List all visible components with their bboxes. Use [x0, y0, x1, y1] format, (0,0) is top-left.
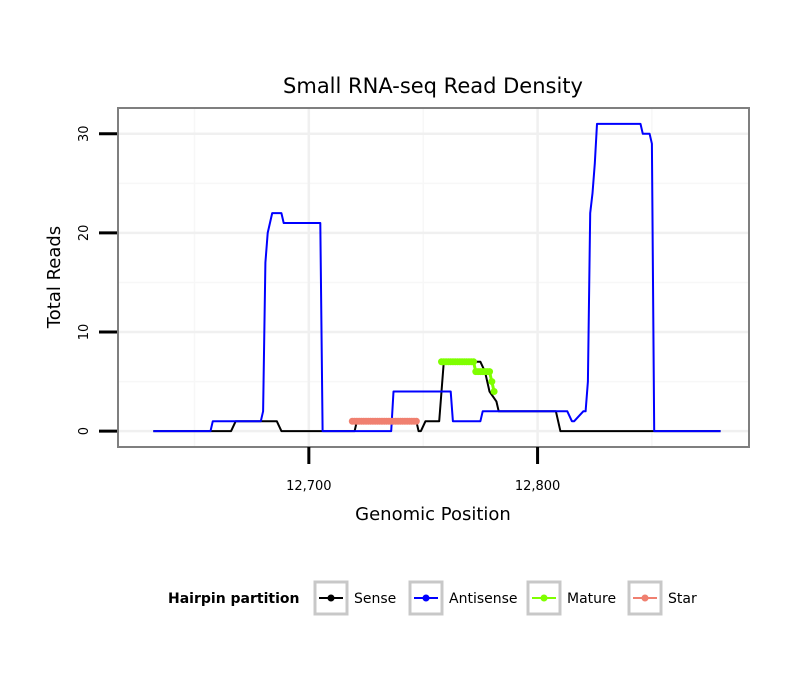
- legend-label: Star: [668, 591, 697, 607]
- mature-point: [488, 378, 496, 386]
- legend-entry-star: Star: [627, 580, 697, 616]
- legend: Hairpin partition Sense Antisense Mature St…: [168, 580, 697, 616]
- legend-label: Sense: [354, 591, 396, 607]
- series-layer: [153, 122, 721, 433]
- x-axis-title: Genomic Position: [355, 504, 511, 525]
- y-tick-label: 30: [77, 126, 92, 143]
- y-axis-title: Total Reads: [44, 226, 65, 329]
- x-tick-label: 12,800: [515, 479, 561, 494]
- star-point: [412, 417, 420, 425]
- legend-key-point: [540, 594, 548, 602]
- legend-label: Antisense: [449, 591, 518, 607]
- axes: 12,700 12,800 0 10 20 30: [77, 126, 560, 494]
- legend-key-point: [641, 594, 649, 602]
- legend-key-point: [422, 594, 430, 602]
- y-tick-label: 10: [77, 324, 92, 341]
- mature-point: [490, 387, 498, 395]
- sense-series-line: [153, 360, 721, 433]
- y-tick-label: 0: [77, 427, 92, 435]
- mature-point: [470, 358, 478, 366]
- legend-entry-sense: Sense: [313, 580, 396, 616]
- antisense-series-line: [153, 122, 721, 433]
- mature-point: [486, 368, 494, 376]
- legend-entry-mature: Mature: [526, 580, 616, 616]
- legend-entry-antisense: Antisense: [408, 580, 518, 616]
- legend-label: Mature: [567, 591, 616, 607]
- x-tick-label: 12,700: [286, 479, 332, 494]
- legend-title: Hairpin partition: [168, 591, 299, 607]
- y-tick-label: 20: [77, 225, 92, 242]
- legend-key-point: [327, 594, 335, 602]
- chart-title: Small RNA-seq Read Density: [283, 74, 583, 98]
